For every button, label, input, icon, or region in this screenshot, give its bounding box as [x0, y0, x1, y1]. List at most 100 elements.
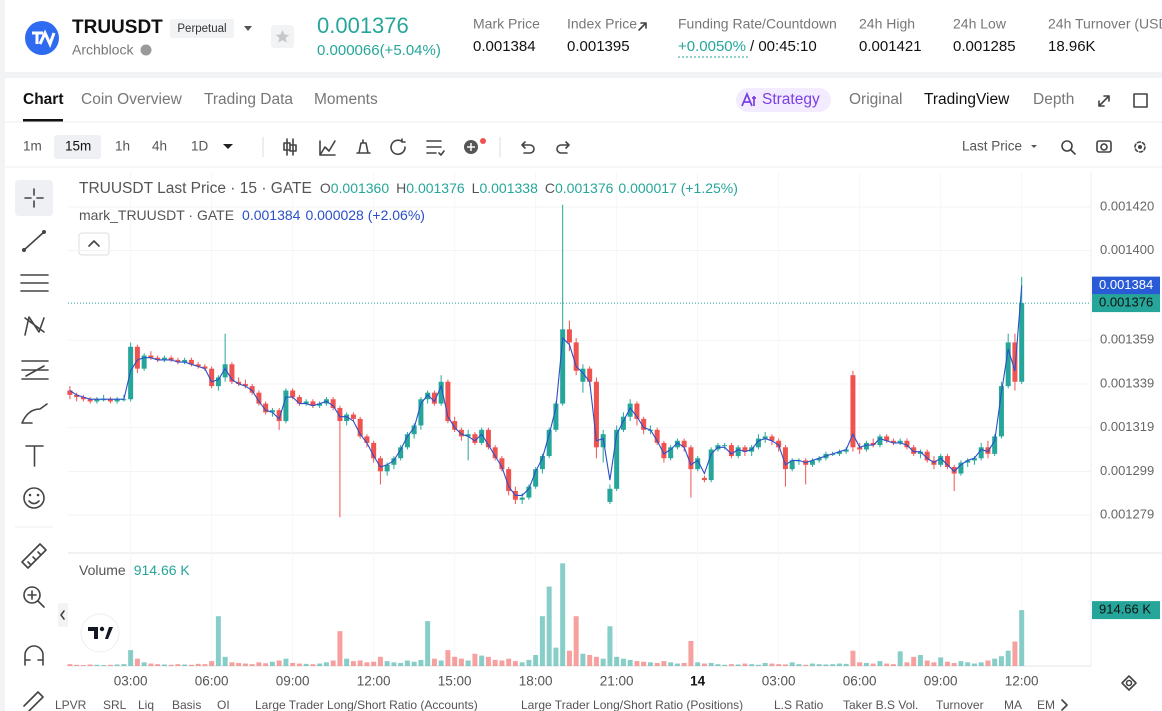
indicator-tab[interactable]: Large Trader Long/Short Ratio (Positions…: [521, 698, 743, 711]
volume-bar: [384, 661, 390, 666]
ohlc-value: 0.001376: [555, 180, 614, 196]
legend-mark: mark_TRUUSDT · GATE 0.001384 0.000028 (+2.…: [79, 207, 425, 223]
candle-body: [978, 447, 984, 459]
indicator-tab[interactable]: SRL: [103, 698, 127, 711]
volume-bar: [283, 658, 289, 666]
volume-bar: [816, 664, 822, 666]
candle-body: [735, 447, 741, 457]
volume-bar: [256, 662, 262, 666]
interval[interactable]: 4h: [152, 139, 167, 154]
legend-collapse[interactable]: [78, 232, 110, 256]
volume-bar: [94, 664, 100, 666]
view-tab[interactable]: TradingView: [924, 91, 1010, 108]
candle-body: [404, 434, 410, 448]
candle-body: [769, 436, 775, 441]
volume-bar: [398, 662, 404, 666]
volume-bar: [80, 665, 86, 666]
indicator-tab[interactable]: EM: [1037, 698, 1055, 711]
indicator-tab[interactable]: MA: [1004, 698, 1022, 711]
mark-change: 0.000028 (+2.06%): [305, 207, 424, 223]
volume-bar: [789, 662, 795, 666]
volume-bar: [722, 664, 728, 666]
coin-logo-mark: [32, 29, 56, 48]
indicator-tab[interactable]: LPVR: [55, 698, 87, 711]
indicator-tab[interactable]: Basis: [172, 698, 201, 711]
tab[interactable]: Moments: [314, 91, 378, 108]
indicator-tab[interactable]: Turnover: [936, 698, 984, 711]
view-tab[interactable]: Original: [849, 91, 902, 108]
toolbar-icons: [262, 137, 1146, 157]
strategy-pill[interactable]: [736, 88, 831, 112]
candle-body: [445, 381, 451, 422]
candle-body: [195, 364, 201, 367]
indicator-tab[interactable]: Liq: [138, 698, 154, 711]
tab[interactable]: Trading Data: [204, 91, 293, 108]
volume-bar: [978, 662, 984, 666]
volume-bar: [971, 663, 977, 666]
y-tick-label: 0.001319: [1100, 419, 1154, 434]
price-source[interactable]: Last Price: [962, 139, 1022, 154]
candle-body: [681, 440, 687, 448]
view-tab[interactable]: Strategy: [762, 91, 820, 108]
candle-body: [344, 414, 350, 422]
volume-bar: [141, 662, 147, 666]
scroll-right[interactable]: [1061, 699, 1068, 711]
volume-bar: [566, 650, 572, 666]
volume-bar: [222, 656, 228, 666]
volume-bar: [560, 563, 566, 666]
view-tab[interactable]: Depth: [1033, 91, 1074, 108]
volume-bar: [155, 664, 161, 666]
interval[interactable]: 1D: [191, 139, 209, 154]
interval[interactable]: 1m: [23, 139, 42, 154]
candle-body: [566, 329, 572, 343]
volume-bar: [350, 661, 356, 666]
volume-bar: [512, 661, 518, 666]
candle-body: [290, 390, 296, 398]
volume-bar: [276, 660, 282, 666]
indicator-tab[interactable]: L.S Ratio: [774, 698, 824, 711]
volume-bar: [492, 659, 498, 666]
volume-bar: [1012, 641, 1018, 666]
tab-underline: [23, 119, 63, 122]
candle-body: [695, 458, 701, 470]
volume-bar: [310, 664, 316, 666]
volume-bar: [641, 661, 647, 666]
interval[interactable]: 1h: [115, 139, 130, 154]
candle-body: [762, 436, 768, 439]
volume-bar: [890, 664, 896, 666]
volume-bar: [998, 656, 1004, 666]
stat-label: Index Price: [567, 16, 637, 32]
candle-body: [465, 434, 471, 437]
candle-body: [917, 451, 923, 454]
tab[interactable]: Coin Overview: [81, 91, 183, 108]
candle-body: [384, 464, 390, 472]
volume-bar: [715, 664, 721, 666]
tab[interactable]: Chart: [23, 91, 63, 108]
volume-bar: [701, 663, 707, 666]
candle-body: [296, 397, 302, 404]
x-tick-label: 14: [690, 674, 706, 689]
indicator-tab[interactable]: Taker B.S Vol.: [843, 698, 918, 711]
candle-body: [526, 486, 532, 498]
settings-icon[interactable]: [1121, 675, 1137, 691]
volume-bar: [836, 663, 842, 666]
volume-bar: [647, 662, 653, 666]
volume-bar: [749, 664, 755, 666]
candle-body: [222, 364, 228, 378]
ohlc-label: L: [472, 180, 480, 196]
volume-bar: [323, 662, 329, 666]
indicator-tab[interactable]: OI: [217, 698, 230, 711]
indicator-tab[interactable]: Large Trader Long/Short Ratio (Accounts): [255, 698, 478, 711]
volume-bar: [769, 663, 775, 666]
candle-body: [755, 438, 761, 448]
symbol-dropdown[interactable]: [244, 26, 252, 31]
candle-body: [175, 359, 181, 363]
candle-body: [80, 397, 86, 400]
interval[interactable]: 15m: [65, 139, 91, 154]
volume-bar: [938, 657, 944, 666]
info-icon[interactable]: [140, 44, 152, 56]
candle-body: [107, 399, 113, 402]
volume-bar: [404, 660, 410, 666]
interval-dropdown[interactable]: [223, 144, 233, 149]
volume-bar: [209, 661, 215, 666]
